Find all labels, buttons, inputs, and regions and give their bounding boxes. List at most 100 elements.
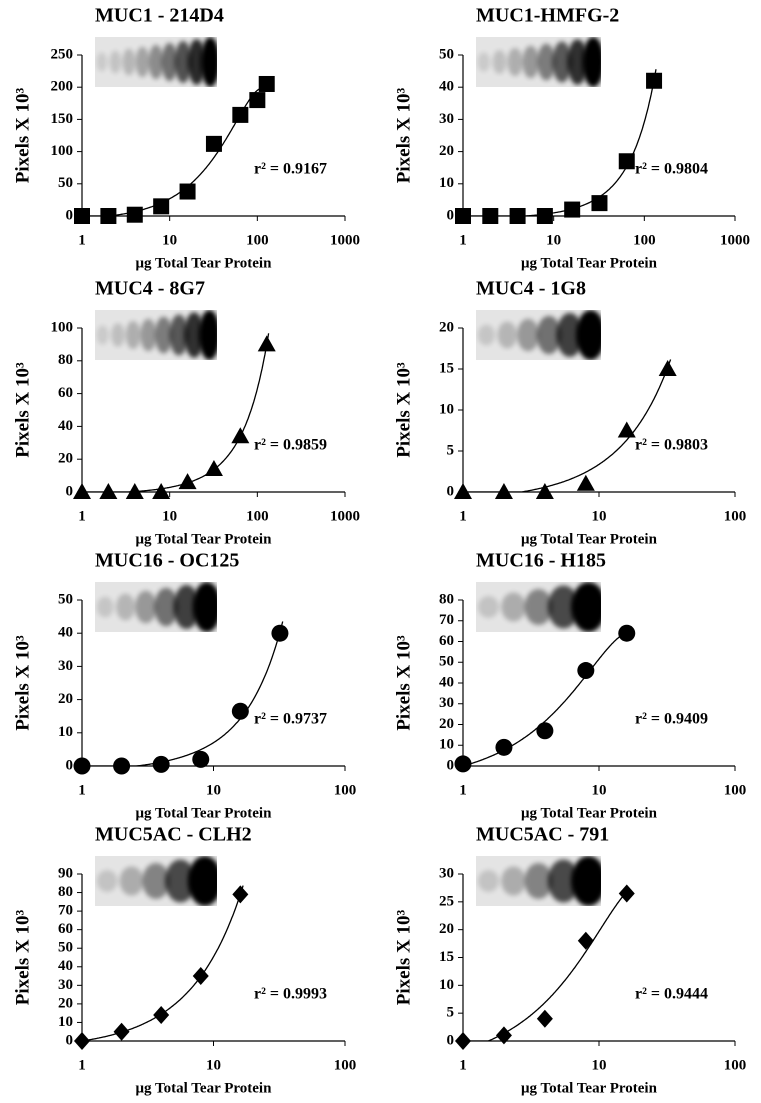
y-axis-label: Pixels X 10³	[12, 635, 33, 731]
x-tick-label: 10	[206, 782, 221, 798]
y-tick-label: 5	[447, 442, 455, 458]
marker	[577, 931, 594, 950]
x-tick-label: 10	[592, 508, 607, 524]
y-axis-label: Pixels X 10³	[393, 635, 414, 731]
y-tick-label: 80	[439, 591, 454, 607]
annotation: r² = 0.9444	[635, 986, 708, 1003]
chart-title: MUC16 - OC125	[95, 550, 239, 572]
y-tick-label: 20	[439, 319, 454, 335]
blot-band	[478, 870, 499, 892]
y-tick-label: 50	[439, 654, 454, 670]
y-tick-label: 100	[51, 143, 74, 159]
x-tick-label: 100	[334, 782, 357, 798]
x-axis-label: μg Total Tear Protein	[521, 255, 658, 271]
y-tick-label: 10	[439, 977, 454, 993]
annotation: r² = 0.9804	[635, 161, 708, 178]
blot-band	[148, 44, 164, 80]
y-axis-label: Pixels X 10³	[12, 87, 33, 183]
y-tick-label: 70	[58, 903, 73, 919]
blot-band	[119, 866, 144, 896]
marker	[658, 360, 677, 376]
y-tick-label: 5	[447, 1005, 455, 1021]
marker	[126, 206, 143, 223]
y-tick-label: 0	[447, 757, 455, 773]
y-tick-label: 15	[439, 360, 454, 376]
trendline	[463, 359, 672, 492]
y-tick-label: 40	[58, 958, 73, 974]
y-tick-label: 10	[439, 401, 454, 417]
marker	[495, 1026, 512, 1045]
blot-band	[169, 314, 189, 356]
blot-band	[477, 52, 490, 72]
y-tick-label: 30	[439, 695, 454, 711]
marker	[152, 483, 171, 499]
chart-title: MUC1-HMFG-2	[476, 5, 619, 27]
blot-band	[517, 318, 540, 352]
marker	[536, 208, 553, 224]
y-tick-label: 70	[439, 612, 454, 628]
annotation: r² = 0.9409	[635, 711, 708, 728]
trendline	[463, 630, 630, 766]
marker	[564, 201, 581, 218]
x-tick-label: 100	[724, 508, 747, 524]
x-tick-label: 10	[546, 232, 561, 248]
annotation: r² = 0.9737	[254, 711, 327, 728]
marker	[509, 208, 526, 224]
marker	[618, 153, 635, 170]
blot-bands	[478, 856, 601, 906]
marker	[153, 1006, 170, 1025]
blot-bands	[96, 856, 217, 906]
marker	[455, 1032, 471, 1050]
y-tick-label: 30	[58, 658, 73, 674]
blot-band	[536, 315, 562, 355]
annotation: r² = 0.9859	[254, 437, 327, 454]
panel: MUC4 - 1G8 0 5 10 15 20 1 10 100 Pixels X 10³ μg T…	[393, 278, 746, 548]
blot-band	[200, 37, 217, 87]
blot-band	[524, 863, 553, 899]
chart-title: MUC5AC - CLH2	[95, 824, 252, 846]
annotation: r² = 0.9803	[635, 437, 708, 454]
blot-band	[96, 596, 114, 618]
marker	[178, 473, 197, 490]
blot-band	[547, 859, 580, 903]
y-tick-label: 40	[58, 418, 73, 434]
x-tick-label: 10	[206, 1057, 221, 1073]
y-tick-label: 200	[51, 79, 74, 95]
y-tick-label: 150	[51, 111, 74, 127]
marker	[618, 624, 636, 642]
x-tick-label: 10	[592, 782, 607, 798]
marker	[152, 755, 170, 773]
blot-band	[140, 318, 157, 352]
trendline	[463, 69, 657, 216]
blot-band	[109, 50, 122, 74]
marker	[494, 483, 513, 499]
marker	[73, 483, 91, 499]
y-tick-label: 50	[58, 940, 73, 956]
y-tick-label: 20	[439, 921, 454, 937]
marker	[192, 967, 209, 986]
blot-bands	[477, 37, 601, 87]
x-tick-label: 1	[459, 1057, 467, 1073]
x-tick-label: 10	[162, 232, 177, 248]
x-axis-label: μg Total Tear Protein	[136, 531, 273, 547]
trendline	[463, 888, 631, 1041]
y-tick-label: 60	[58, 921, 73, 937]
y-tick-label: 20	[439, 716, 454, 732]
y-tick-label: 30	[439, 865, 454, 881]
blot-band	[567, 39, 588, 85]
y-axis-label: Pixels X 10³	[12, 909, 33, 1005]
y-tick-label: 30	[439, 111, 454, 127]
x-axis-label: μg Total Tear Protein	[521, 531, 658, 547]
y-tick-label: 40	[439, 79, 454, 95]
x-tick-label: 1000	[720, 232, 750, 248]
x-axis-label: μg Total Tear Protein	[136, 805, 273, 821]
marker	[536, 722, 554, 740]
annotation: r² = 0.9993	[254, 986, 327, 1003]
marker	[249, 92, 266, 109]
y-axis-label: Pixels X 10³	[393, 87, 414, 183]
blot-band	[154, 587, 179, 627]
blot-band	[111, 323, 125, 347]
y-tick-label: 50	[439, 46, 454, 62]
x-tick-label: 1	[459, 508, 467, 524]
